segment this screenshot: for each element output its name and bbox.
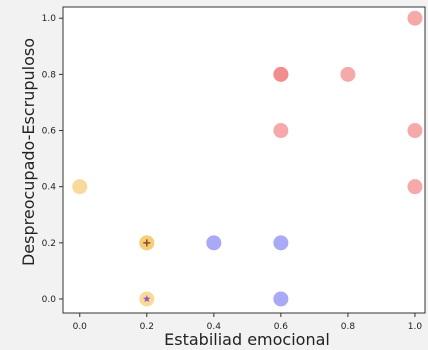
y-tick-label: 0.8 bbox=[42, 70, 57, 80]
y-tick-label: 0.0 bbox=[42, 295, 57, 305]
y-tick-label: 0.4 bbox=[42, 183, 57, 193]
data-point bbox=[407, 10, 423, 26]
y-tick-label: 0.2 bbox=[42, 239, 56, 249]
x-tick-label: 0.2 bbox=[140, 322, 154, 332]
data-point bbox=[273, 235, 289, 251]
data-point bbox=[206, 235, 222, 251]
data-point bbox=[407, 179, 423, 195]
x-axis-ticks: 0.0 0.2 0.4 0.6 0.8 1.0 bbox=[73, 313, 423, 332]
x-tick-label: 1.0 bbox=[408, 322, 423, 332]
y-tick-label: 0.6 bbox=[42, 127, 57, 137]
y-tick-label: 1.0 bbox=[42, 14, 57, 24]
point-markers bbox=[142, 239, 151, 303]
data-point bbox=[273, 66, 289, 82]
data-point bbox=[72, 179, 88, 195]
x-tick-label: 0.8 bbox=[341, 322, 356, 332]
y-axis-label: Despreocupado-Escrupuloso bbox=[19, 38, 38, 266]
data-point bbox=[273, 291, 289, 307]
x-tick-label: 0.6 bbox=[274, 322, 289, 332]
star-marker bbox=[142, 294, 151, 303]
x-tick-label: 0.4 bbox=[207, 322, 222, 332]
data-point bbox=[340, 66, 356, 82]
x-axis-label: Estabiliad emocional bbox=[164, 330, 330, 349]
data-point bbox=[407, 123, 423, 139]
data-point bbox=[273, 123, 289, 139]
y-axis-ticks: 0.0 0.2 0.4 0.6 0.8 1.0 bbox=[42, 14, 63, 305]
plus-marker bbox=[143, 239, 151, 247]
plot-area bbox=[62, 6, 426, 314]
x-tick-label: 0.0 bbox=[73, 322, 88, 332]
data-points bbox=[72, 10, 423, 307]
